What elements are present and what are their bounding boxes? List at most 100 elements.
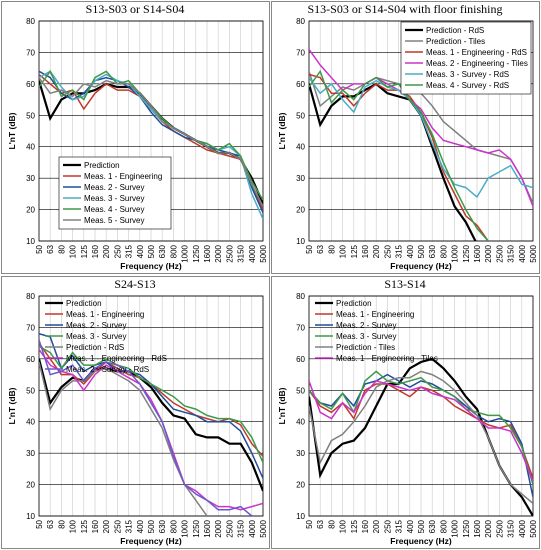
x-tick-label: 400 bbox=[136, 519, 145, 533]
legend-label: Prediction - Tiles bbox=[426, 37, 485, 46]
y-tick-label: 80 bbox=[296, 17, 305, 26]
y-tick-label: 40 bbox=[26, 418, 35, 427]
y-tick-label: 10 bbox=[26, 512, 35, 521]
x-tick-label: 500 bbox=[147, 519, 156, 533]
x-tick-label: 400 bbox=[136, 244, 145, 258]
y-tick-label: 60 bbox=[26, 80, 35, 89]
x-tick-label: 1250 bbox=[192, 244, 201, 262]
y-tick-label: 60 bbox=[296, 80, 305, 89]
y-tick-label: 30 bbox=[296, 174, 305, 183]
y-tick-label: 50 bbox=[296, 386, 305, 395]
x-tick-label: 200 bbox=[372, 519, 381, 533]
legend-label: Prediction - RdS bbox=[426, 26, 484, 35]
x-tick-label: 100 bbox=[69, 519, 78, 533]
x-tick-label: 3150 bbox=[237, 519, 246, 537]
legend-label: Meas. 3 - Survey bbox=[336, 332, 396, 341]
x-tick-label: 1250 bbox=[462, 519, 471, 537]
x-tick-label: 630 bbox=[158, 519, 167, 533]
legend-label: Meas. 1 - Engineering bbox=[84, 172, 162, 181]
y-tick-label: 70 bbox=[296, 323, 305, 332]
x-tick-label: 200 bbox=[372, 244, 381, 258]
x-tick-label: 1000 bbox=[451, 519, 460, 537]
legend-label: Meas. 2 - Survey bbox=[84, 183, 144, 192]
x-axis-label: Frequency (Hz) bbox=[120, 261, 182, 271]
y-tick-label: 10 bbox=[26, 237, 35, 246]
series-line bbox=[309, 370, 533, 504]
series-line bbox=[39, 345, 263, 463]
x-tick-label: 4000 bbox=[518, 519, 527, 537]
x-tick-label: 80 bbox=[327, 244, 336, 253]
legend-label: Prediction - RdS bbox=[66, 343, 124, 352]
x-tick-label: 3150 bbox=[507, 244, 516, 262]
chart-title: S13-S03 or S14-S04 bbox=[86, 2, 185, 16]
legend-box bbox=[58, 156, 172, 230]
series-line bbox=[309, 48, 533, 207]
y-tick-label: 30 bbox=[296, 449, 305, 458]
x-tick-label: 250 bbox=[383, 244, 392, 258]
y-tick-label: 50 bbox=[26, 111, 35, 120]
x-tick-label: 63 bbox=[316, 519, 325, 528]
x-tick-label: 5000 bbox=[259, 519, 268, 537]
x-tick-label: 63 bbox=[316, 244, 325, 253]
y-tick-label: 30 bbox=[26, 449, 35, 458]
y-tick-label: 60 bbox=[26, 355, 35, 364]
x-tick-label: 1600 bbox=[473, 244, 482, 262]
x-tick-label: 1600 bbox=[203, 244, 212, 262]
y-tick-label: 30 bbox=[26, 174, 35, 183]
x-tick-label: 250 bbox=[113, 519, 122, 533]
legend-label: Prediction bbox=[66, 299, 102, 308]
x-tick-label: 2500 bbox=[225, 519, 234, 537]
legend-box bbox=[400, 21, 532, 95]
x-tick-label: 125 bbox=[350, 244, 359, 258]
x-tick-label: 200 bbox=[102, 519, 111, 533]
legend-label: Meas. 3 - Survey - RdS bbox=[426, 70, 509, 79]
x-tick-label: 250 bbox=[383, 519, 392, 533]
legend-label: Meas. 2 - Survey bbox=[66, 321, 126, 330]
series-line bbox=[39, 339, 253, 516]
x-tick-label: 160 bbox=[91, 244, 100, 258]
x-tick-label: 4000 bbox=[248, 519, 257, 537]
x-tick-label: 250 bbox=[113, 244, 122, 258]
legend-label: Meas. 4 - Survey bbox=[84, 205, 144, 214]
x-tick-label: 315 bbox=[395, 244, 404, 258]
x-tick-label: 800 bbox=[439, 519, 448, 533]
x-tick-label: 1600 bbox=[473, 519, 482, 537]
chart-title: S13-S14 bbox=[384, 277, 425, 291]
chart-title: S24-S13 bbox=[114, 277, 155, 291]
x-tick-label: 3150 bbox=[237, 244, 246, 262]
y-tick-label: 40 bbox=[296, 418, 305, 427]
y-tick-label: 20 bbox=[26, 481, 35, 490]
x-tick-label: 800 bbox=[169, 519, 178, 533]
legend: Prediction Meas. 1 - Engineering Meas. 2 -… bbox=[58, 156, 172, 230]
y-axis-label: L'nT (dB) bbox=[277, 387, 287, 424]
x-tick-label: 50 bbox=[35, 244, 44, 253]
x-tick-label: 315 bbox=[395, 519, 404, 533]
x-tick-label: 5000 bbox=[529, 519, 538, 537]
legend-label: Meas. 4 - Survey - RdS bbox=[426, 81, 509, 90]
y-axis-label: L'nT (dB) bbox=[7, 387, 17, 424]
plot-frame bbox=[38, 295, 264, 517]
y-tick-label: 80 bbox=[26, 17, 35, 26]
x-tick-label: 160 bbox=[91, 519, 100, 533]
x-tick-label: 125 bbox=[350, 519, 359, 533]
series-line bbox=[309, 373, 533, 498]
series-line bbox=[39, 77, 263, 207]
chart-panel: S13-S03 or S14-S04 with floor finishing 5… bbox=[271, 1, 540, 274]
x-tick-label: 4000 bbox=[518, 244, 527, 262]
y-axis-label: L'nT (dB) bbox=[277, 112, 287, 149]
x-tick-label: 3150 bbox=[507, 519, 516, 537]
x-tick-label: 1000 bbox=[181, 244, 190, 262]
y-tick-label: 20 bbox=[26, 206, 35, 215]
legend: Prediction Meas. 1 - Engineering Meas. 2 -… bbox=[315, 299, 438, 363]
chart-title: S13-S03 or S14-S04 with floor finishing bbox=[307, 2, 502, 16]
panel-border bbox=[1, 276, 270, 549]
x-tick-label: 1000 bbox=[451, 244, 460, 262]
x-tick-label: 630 bbox=[158, 244, 167, 258]
series-line bbox=[309, 370, 533, 485]
y-tick-label: 70 bbox=[296, 48, 305, 57]
y-axis-label: L'nT (dB) bbox=[7, 112, 17, 149]
